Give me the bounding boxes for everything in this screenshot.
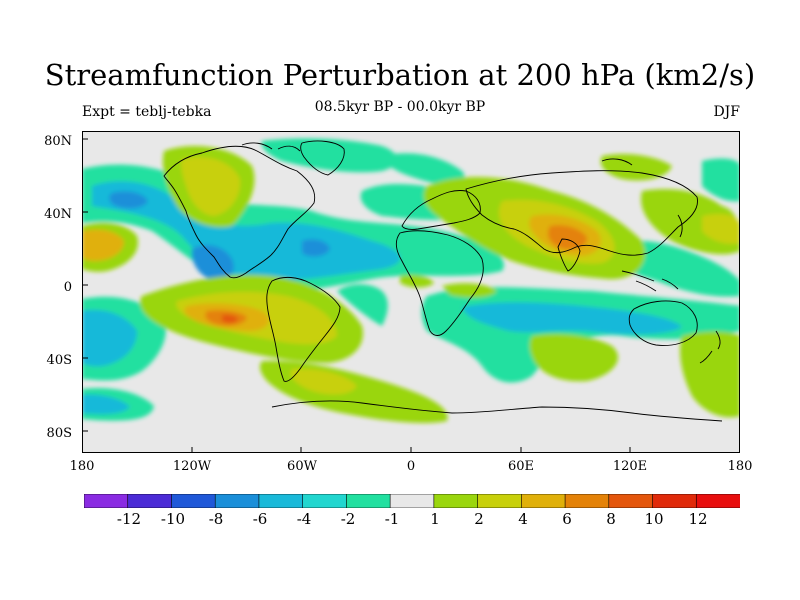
colorbar-segment	[302, 494, 347, 508]
positive-region-africa	[400, 274, 434, 288]
lat-label-80s: 80S	[46, 426, 72, 441]
lon-label-180e: 180	[727, 459, 753, 474]
colorbar-segment	[608, 494, 654, 508]
negative-region-west-pacific-north	[702, 158, 740, 202]
colorbar-label: 8	[606, 510, 616, 528]
colorbar-label: -8	[208, 510, 224, 528]
negative-core-south-pacific	[82, 310, 137, 367]
colorbar-label: -2	[340, 510, 356, 528]
negative-region-north-high	[261, 138, 397, 173]
colorbar-label: 1	[430, 510, 440, 528]
positive-core-west-pacific-east	[82, 229, 124, 261]
experiment-label: Expt = teblj-tebka	[82, 104, 212, 120]
colorbar-segment	[695, 494, 740, 508]
coast-greenland	[300, 140, 345, 176]
lon-label-60e: 60E	[507, 459, 535, 474]
lat-label-0: 0	[63, 280, 72, 295]
positive-region-north-africa	[442, 283, 497, 298]
positive-region-south-pacific-west	[680, 331, 740, 418]
colorbar-label: -1	[384, 510, 400, 528]
negative-region-south-america	[337, 284, 388, 326]
colorbar-label: -12	[116, 510, 142, 528]
colorbar-segment	[433, 494, 479, 508]
colorbar-segment	[652, 494, 697, 508]
colorbar-segment	[477, 494, 522, 508]
colorbar-segment	[171, 494, 216, 508]
negative-center-mexico	[191, 245, 234, 282]
coast-arctic-islands	[241, 142, 633, 166]
contour-fills	[82, 138, 740, 424]
positive-core-north-america	[181, 157, 241, 216]
colorbar-segment	[564, 494, 610, 508]
colorbar-label: 2	[474, 510, 484, 528]
negative-core-south-pacific-2	[82, 394, 130, 415]
coast-north-america	[163, 145, 316, 279]
lon-label-0: 0	[406, 459, 416, 474]
map-title: Streamfunction Perturbation at 200 hPa (…	[44, 58, 756, 92]
colorbar-label: 4	[518, 510, 528, 528]
colorbar-label: -4	[296, 510, 312, 528]
colorbar	[84, 494, 740, 508]
colorbar-label: -6	[252, 510, 268, 528]
lon-label-120w: 120W	[172, 459, 212, 474]
negative-core-indian-ocean	[462, 302, 682, 335]
axis-ticks	[82, 138, 631, 453]
negative-center-pacific-west	[109, 191, 148, 209]
map-subtitle: 08.5kyr BP - 00.0kyr BP	[314, 99, 486, 115]
coast-asia	[465, 170, 698, 256]
lat-label-40s: 40S	[46, 353, 72, 368]
lon-label-120e: 120E	[612, 459, 648, 474]
coastlines	[163, 140, 723, 422]
negative-core-pacific	[92, 181, 401, 281]
positive-core-north-pacific-east	[702, 213, 740, 244]
coast-se-asia	[621, 270, 679, 292]
positive-region-north-top	[600, 154, 672, 181]
colorbar-segment	[389, 494, 435, 508]
colorbar-segment	[84, 494, 129, 508]
coast-new-zealand	[699, 330, 721, 364]
coast-africa	[395, 230, 484, 336]
colorbar-segment	[346, 494, 391, 508]
colorbar-segment	[127, 494, 173, 508]
negative-region-north-asia	[382, 153, 465, 186]
positive-center-south-pacific-inner	[222, 314, 238, 324]
streamfunction-map	[82, 131, 740, 453]
positive-region-southern-indian	[529, 333, 618, 382]
colorbar-segment	[214, 494, 260, 508]
coast-antarctica	[271, 400, 723, 422]
negative-center-gulf	[302, 239, 330, 257]
lat-label-40n: 40N	[44, 207, 72, 222]
coast-japan	[677, 214, 683, 238]
colorbar-label: 10	[644, 510, 664, 528]
colorbar-segment	[521, 494, 566, 508]
coast-south-america	[266, 276, 341, 382]
positive-core-south-atlantic	[290, 368, 357, 395]
lon-label-60w: 60W	[287, 459, 317, 474]
colorbar-label: -10	[160, 510, 186, 528]
colorbar-label: 12	[688, 510, 708, 528]
lat-label-80n: 80N	[44, 134, 72, 149]
coast-india	[557, 238, 581, 272]
lon-label-180w: 180	[69, 459, 95, 474]
colorbar-segment	[258, 494, 304, 508]
positive-center-tibet	[547, 225, 588, 250]
colorbar-label: 6	[562, 510, 572, 528]
season-label: DJF	[713, 104, 740, 120]
coast-australia	[628, 300, 698, 346]
